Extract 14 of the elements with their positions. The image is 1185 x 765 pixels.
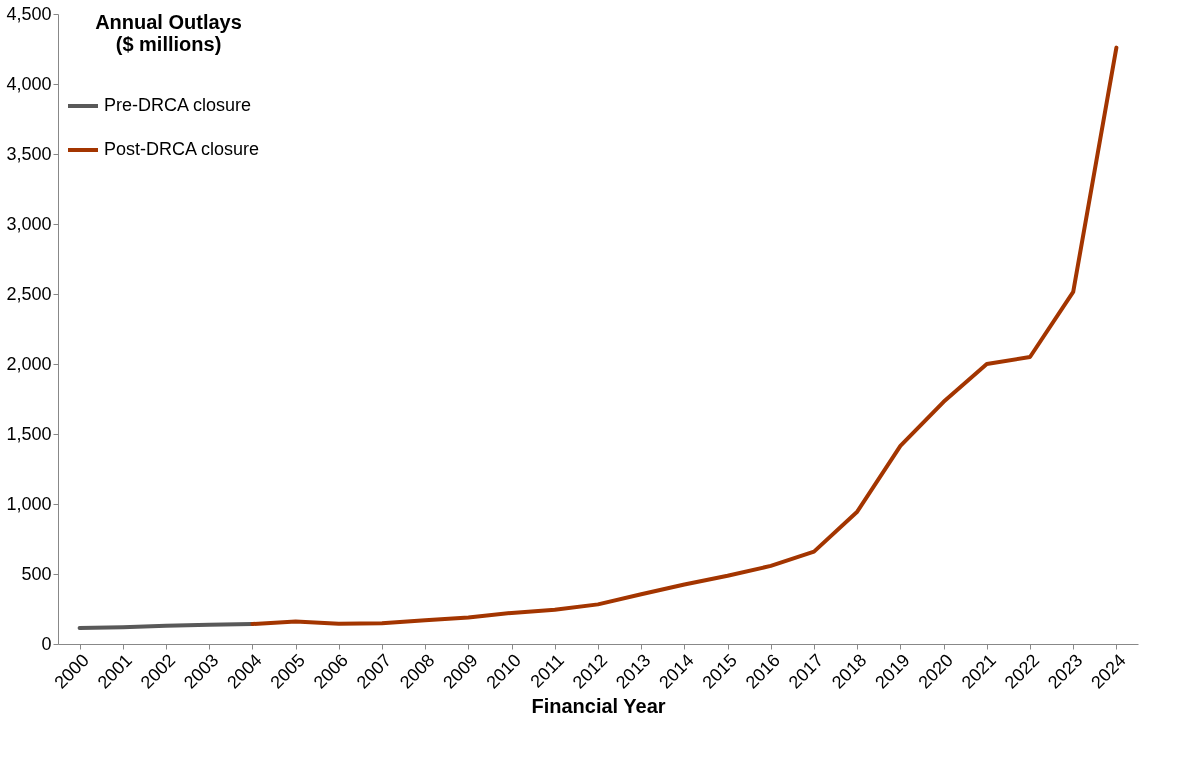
y-tick-label: 4,000 xyxy=(6,73,52,94)
y-tick-label: 500 xyxy=(21,563,52,584)
y-tick-label: 0 xyxy=(41,633,52,654)
y-tick-label: 1,000 xyxy=(6,493,52,514)
legend-label: Post-DRCA closure xyxy=(104,139,260,159)
y-tick-label: 2,500 xyxy=(6,283,52,304)
y-tick-label: 3,500 xyxy=(6,143,52,164)
y-axis-title: Annual Outlays ($ millions) xyxy=(95,10,242,55)
y-tick-label: 3,000 xyxy=(6,213,52,234)
y-tick-label: 2,000 xyxy=(6,353,52,374)
y-tick-label: 4,500 xyxy=(6,3,52,24)
x-axis-title: Financial Year xyxy=(531,694,666,717)
y-tick-label: 1,500 xyxy=(6,423,52,444)
legend-label: Pre-DRCA closure xyxy=(104,95,252,115)
